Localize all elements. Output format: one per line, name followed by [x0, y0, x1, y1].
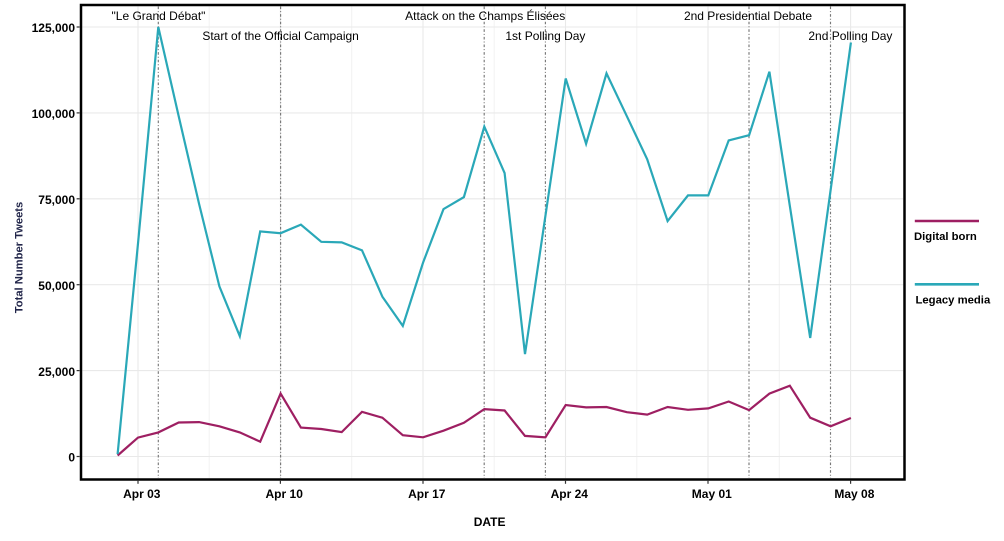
svg-text:75,000: 75,000 — [38, 193, 75, 207]
svg-text:"Le Grand Débat": "Le Grand Débat" — [112, 9, 206, 23]
svg-text:Legacy media: Legacy media — [916, 294, 991, 306]
svg-text:Start of the Official Campaign: Start of the Official Campaign — [202, 29, 359, 43]
svg-text:2nd Polling Day: 2nd Polling Day — [808, 29, 892, 43]
svg-text:Digital born: Digital born — [914, 231, 977, 243]
svg-text:1st Polling Day: 1st Polling Day — [505, 29, 585, 43]
svg-text:Apr 03: Apr 03 — [123, 487, 161, 501]
svg-text:DATE: DATE — [474, 515, 506, 529]
svg-text:Total Number Tweets: Total Number Tweets — [13, 202, 25, 313]
svg-text:100,000: 100,000 — [32, 107, 76, 121]
svg-text:2nd Presidential Debate: 2nd Presidential Debate — [684, 9, 812, 23]
svg-text:Attack on the Champs Élisées: Attack on the Champs Élisées — [405, 8, 565, 23]
svg-text:Apr 10: Apr 10 — [266, 487, 304, 501]
svg-text:May 08: May 08 — [834, 487, 874, 501]
svg-text:May 01: May 01 — [692, 487, 732, 501]
svg-text:25,000: 25,000 — [38, 365, 75, 379]
svg-text:Apr 17: Apr 17 — [408, 487, 446, 501]
svg-text:125,000: 125,000 — [32, 21, 76, 35]
svg-text:Apr 24: Apr 24 — [551, 487, 589, 501]
svg-text:50,000: 50,000 — [38, 279, 75, 293]
svg-text:0: 0 — [68, 451, 75, 465]
